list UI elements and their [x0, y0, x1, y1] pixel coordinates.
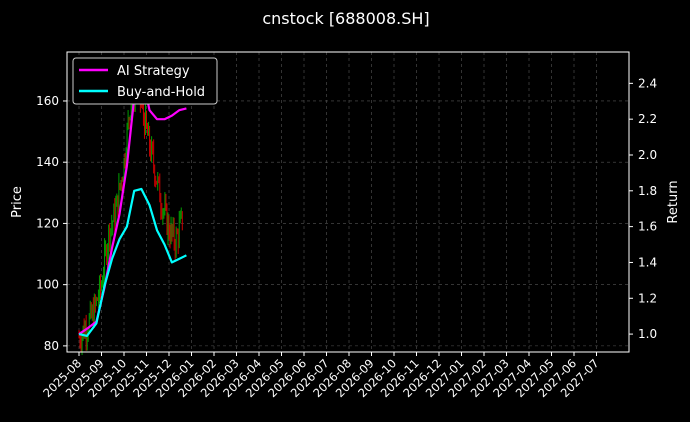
y2-axis-label: Return	[666, 180, 681, 223]
y2-tick-label: 1.0	[638, 327, 657, 341]
y2-tick-label: 1.2	[638, 291, 657, 305]
y2-tick-label: 1.6	[638, 220, 657, 234]
y-tick-label: 100	[36, 278, 59, 292]
y2-tick-label: 1.4	[638, 255, 657, 269]
y-tick-label: 120	[36, 216, 59, 230]
y-axis-left: 80 100 120 140 160	[36, 94, 67, 353]
legend: AI Strategy Buy-and-Hold	[72, 57, 218, 105]
y-axis-label: Price	[10, 186, 25, 218]
y-tick-label: 80	[44, 339, 59, 353]
legend-label-ai-strategy: AI Strategy	[117, 64, 190, 79]
plot-frame	[66, 51, 630, 353]
legend-box	[72, 57, 218, 105]
chart-title: cnstock [688008.SH]	[262, 9, 429, 28]
y2-tick-label: 2.4	[638, 76, 657, 90]
y2-tick-label: 2.0	[638, 148, 657, 162]
series-line-buy-and-hold	[78, 187, 187, 337]
y-tick-label: 160	[36, 94, 59, 108]
grid	[67, 52, 629, 352]
y-tick-label: 140	[36, 155, 59, 169]
y-axis-right: 1.0 1.2 1.4 1.6 1.8 2.0 2.2 2.4	[629, 76, 657, 341]
x-axis: 2025-082025-092025-102025-112025-122026-…	[40, 352, 602, 400]
legend-label-buy-and-hold: Buy-and-Hold	[117, 85, 205, 100]
y2-tick-label: 1.8	[638, 184, 657, 198]
y2-tick-label: 2.2	[638, 112, 657, 126]
